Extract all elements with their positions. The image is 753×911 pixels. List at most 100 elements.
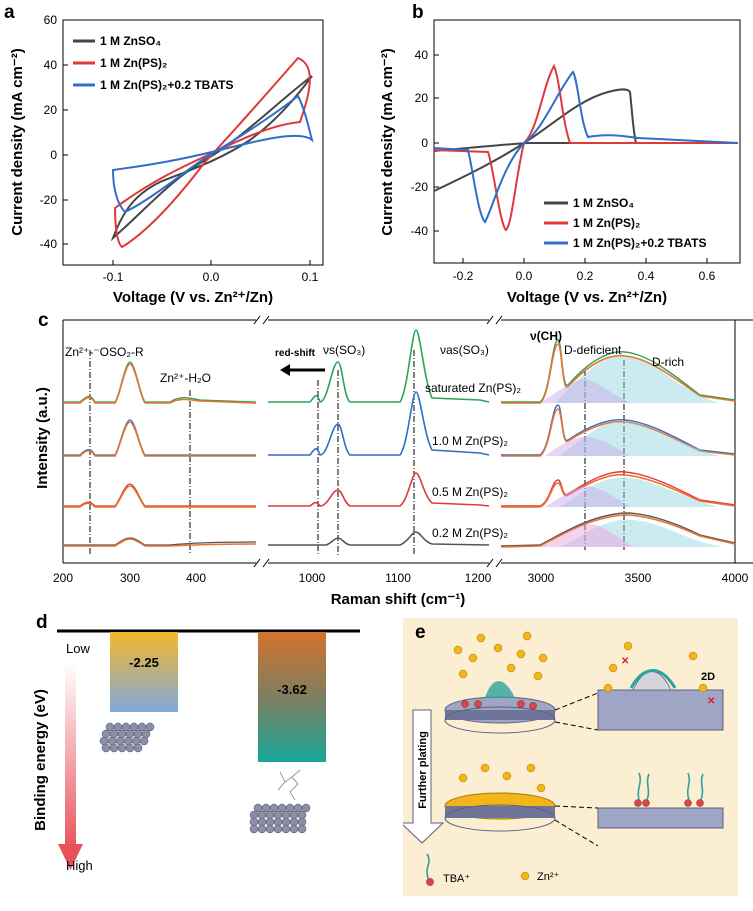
- panel-b-chart: 40 20 0 -20 -40 -0.2 0.0 0.2 0.4 0.6 Vol…: [379, 19, 741, 306]
- e-zoom-top: [597, 689, 724, 731]
- a-ytick-m20: -20: [40, 193, 58, 207]
- c-xtick-200: 200: [53, 571, 73, 585]
- d-bar-2: [258, 632, 326, 762]
- a-curve-znso4: [110, 75, 313, 242]
- b-xtick-0: 0.0: [516, 269, 533, 283]
- d-value-1: -2.25: [129, 655, 159, 670]
- panel-e: e 2D ✕ ✕ Further plating: [399, 618, 738, 896]
- d-arrow-head: [58, 844, 83, 870]
- b-yticks: 40 20 0 -20 -40: [411, 48, 439, 238]
- d-bar-1: [110, 632, 178, 712]
- b-ylabel: Current density (mA cm⁻²): [379, 48, 396, 235]
- a-ytick-40: 40: [44, 58, 58, 72]
- panel-d-label: d: [36, 612, 48, 633]
- c-xtick-4000: 4000: [722, 571, 749, 585]
- d-molecule: [277, 769, 301, 801]
- b-ytick-m20: -20: [411, 180, 429, 194]
- c-ann-vch: ν(CH): [530, 329, 562, 343]
- a-legend-tbats: 1 M Zn(PS)₂+0.2 TBATS: [100, 78, 233, 92]
- panel-c-chart: 200 300 400 1000 1100 1200 3000 3500 400…: [34, 313, 753, 608]
- c-row-05m: 0.5 M Zn(PS)₂: [63, 471, 736, 508]
- e-2d: 2D: [701, 671, 715, 683]
- b-curve-znso4: [433, 88, 738, 192]
- b-xticks: -0.2 0.0 0.2 0.4 0.6: [453, 258, 716, 283]
- b-curve-tbats: [433, 70, 739, 224]
- c-ann-drich: D-rich: [652, 355, 684, 369]
- panel-e-label: e: [415, 622, 426, 643]
- d-arrow-shaft: [65, 662, 76, 852]
- panel-c-label: c: [38, 310, 49, 331]
- c-label-1m: 1.0 M Zn(PS)₂: [432, 434, 508, 448]
- c-row-saturated: saturated Zn(PS)₂: [63, 329, 736, 404]
- b-xtick-m02: -0.2: [453, 269, 474, 283]
- panel-d: d -2.25 -3.62: [0, 612, 380, 906]
- b-ytick-20: 20: [415, 91, 429, 105]
- e-cross-2: ✕: [707, 696, 715, 707]
- a-curve-znps2: [113, 56, 311, 249]
- e-arrow: [399, 709, 445, 844]
- a-legend: 1 M ZnSO₄ 1 M Zn(PS)₂ 1 M Zn(PS)₂+0.2 TB…: [73, 34, 233, 92]
- c-ann-vs: νs(SO₃): [323, 343, 365, 357]
- b-legend: 1 M ZnSO₄ 1 M Zn(PS)₂ 1 M Zn(PS)₂+0.2 TB…: [544, 196, 706, 250]
- a-curve-tbats: [111, 94, 314, 214]
- c-xtick-400: 400: [186, 571, 206, 585]
- b-xtick-04: 0.4: [638, 269, 655, 283]
- a-ytick-m40: -40: [40, 237, 58, 251]
- a-xticks: -0.1 0.0 0.1: [103, 260, 319, 284]
- b-xtick-02: 0.2: [577, 269, 594, 283]
- b-xlabel: Voltage (V vs. Zn²⁺/Zn): [507, 289, 667, 306]
- a-ylabel: Current density (mA cm⁻²): [9, 48, 26, 235]
- c-ann-znh2o: Zn²⁺-H₂O: [160, 371, 211, 385]
- panel-a: a 60 40 20 0 -20 -40 -0.1 0.0 0.1 Voltag…: [0, 0, 330, 315]
- d-low: Low: [66, 641, 90, 656]
- e-legend-tba-icon: [426, 853, 430, 881]
- c-row-1m: 1.0 M Zn(PS)₂: [63, 391, 736, 457]
- c-ann-ddef: D-deficient: [564, 343, 622, 357]
- c-xtick-1100: 1100: [385, 571, 411, 585]
- c-ann-vas: νas(SO₃): [440, 343, 489, 357]
- a-yticks: 60 40 20 0 -20 -40: [40, 13, 68, 251]
- panel-c: c 200 300 400 1000 1100 1200 3000 3500 4…: [0, 310, 753, 615]
- panel-a-label: a: [4, 2, 15, 23]
- e-zoom-bottom: [597, 807, 724, 829]
- panel-b-label: b: [412, 2, 424, 23]
- c-xtick-3500: 3500: [625, 571, 652, 585]
- a-ytick-0: 0: [50, 148, 57, 162]
- b-legend-znps2: 1 M Zn(PS)₂: [573, 216, 640, 230]
- c-xticks: 200 300 400 1000 1100 1200 3000 3500 400…: [53, 571, 749, 585]
- panel-a-chart: 60 40 20 0 -20 -40 -0.1 0.0 0.1 Voltage …: [9, 13, 324, 306]
- d-high: High: [66, 858, 93, 873]
- b-legend-znso4: 1 M ZnSO₄: [573, 196, 634, 210]
- b-legend-tbats: 1 M Zn(PS)₂+0.2 TBATS: [573, 236, 706, 250]
- e-legend-zn-icon: [520, 871, 530, 881]
- c-xtick-1200: 1200: [465, 571, 492, 585]
- c-xlabel: Raman shift (cm⁻¹): [331, 591, 466, 608]
- c-ylabel: Intensity (a.u.): [34, 387, 51, 489]
- c-row-02m: 0.2 M Zn(PS)₂: [63, 512, 736, 548]
- e-cross-1: ✕: [621, 656, 629, 667]
- b-xtick-06: 0.6: [699, 269, 716, 283]
- d-slab-2: [249, 803, 311, 834]
- a-legend-znps2: 1 M Zn(PS)₂: [100, 56, 167, 70]
- a-xlabel: Voltage (V vs. Zn²⁺/Zn): [113, 289, 273, 306]
- b-ytick-0: 0: [421, 136, 428, 150]
- e-tba-top: [461, 700, 537, 710]
- a-xtick-01: 0.1: [302, 270, 319, 284]
- d-slab-1: [99, 722, 155, 753]
- a-xtick-m01: -0.1: [103, 270, 124, 284]
- e-legend-zn: Zn²⁺: [537, 871, 560, 883]
- a-ytick-60: 60: [44, 13, 58, 27]
- c-reflines: [89, 350, 625, 555]
- panel-e-scheme: 2D ✕ ✕ Further plating TBA⁺ Zn²⁺: [399, 631, 724, 886]
- d-value-2: -3.62: [277, 682, 307, 697]
- a-ytick-20: 20: [44, 103, 58, 117]
- panel-b: b 40 20 0 -20 -40 -0.2 0.0 0.2 0.4 0.6 V…: [378, 0, 753, 315]
- c-ann-znoso: Zn²⁺-⁻OSO₂-R: [65, 345, 144, 359]
- e-legend-tba: TBA⁺: [443, 873, 470, 885]
- c-xtick-3000: 3000: [528, 571, 555, 585]
- c-xtick-1000: 1000: [299, 571, 326, 585]
- d-ylabel: Binding energy (eV): [32, 689, 49, 831]
- b-ytick-m40: -40: [411, 224, 429, 238]
- c-label-05m: 0.5 M Zn(PS)₂: [432, 485, 508, 499]
- e-zn-top: [453, 631, 548, 681]
